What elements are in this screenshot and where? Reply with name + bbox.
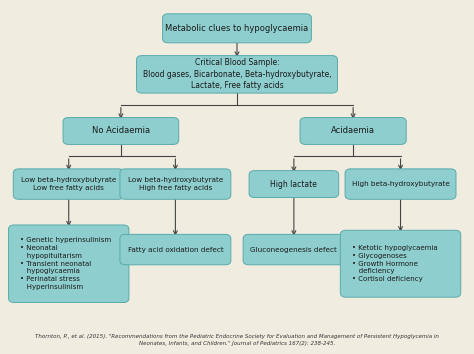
FancyBboxPatch shape	[249, 171, 338, 198]
Text: • Ketotic hypoglycaemia
• Glycogenoses
• Growth Hormone
   deficiency
• Cortisol: • Ketotic hypoglycaemia • Glycogenoses •…	[352, 245, 438, 282]
Text: High lactate: High lactate	[271, 179, 317, 189]
Text: No Acidaemia: No Acidaemia	[92, 126, 150, 136]
Text: • Genetic hyperinsulinism
• Neonatal
   hypopituitarism
• Transient neonatal
   : • Genetic hyperinsulinism • Neonatal hyp…	[20, 238, 111, 290]
FancyBboxPatch shape	[163, 14, 311, 43]
Text: Fatty acid oxidation defect: Fatty acid oxidation defect	[128, 247, 223, 252]
FancyBboxPatch shape	[137, 56, 337, 93]
Text: High beta-hydroxybutyrate: High beta-hydroxybutyrate	[352, 181, 449, 187]
FancyBboxPatch shape	[300, 118, 406, 144]
FancyBboxPatch shape	[120, 234, 231, 265]
Text: Low beta-hydroxybutyrate
High free fatty acids: Low beta-hydroxybutyrate High free fatty…	[128, 177, 223, 191]
Text: Thornton, P., et al. (2015). "Recommendations from the Pediatric Endocrine Socie: Thornton, P., et al. (2015). "Recommenda…	[35, 334, 439, 346]
Text: Gluconeogenesis defect: Gluconeogenesis defect	[250, 247, 337, 252]
FancyBboxPatch shape	[120, 169, 231, 199]
Text: Critical Blood Sample:
Blood gases, Bicarbonate, Beta-hydroxybutyrate,
Lactate, : Critical Blood Sample: Blood gases, Bica…	[143, 58, 331, 90]
Text: Low beta-hydroxybutyrate
Low free fatty acids: Low beta-hydroxybutyrate Low free fatty …	[21, 177, 117, 191]
FancyBboxPatch shape	[9, 225, 129, 302]
FancyBboxPatch shape	[345, 169, 456, 199]
Text: Acidaemia: Acidaemia	[331, 126, 375, 136]
FancyBboxPatch shape	[63, 118, 179, 144]
Text: Metabolic clues to hypoglycaemia: Metabolic clues to hypoglycaemia	[165, 24, 309, 33]
FancyBboxPatch shape	[243, 234, 345, 265]
FancyBboxPatch shape	[13, 169, 124, 199]
FancyBboxPatch shape	[340, 230, 461, 297]
